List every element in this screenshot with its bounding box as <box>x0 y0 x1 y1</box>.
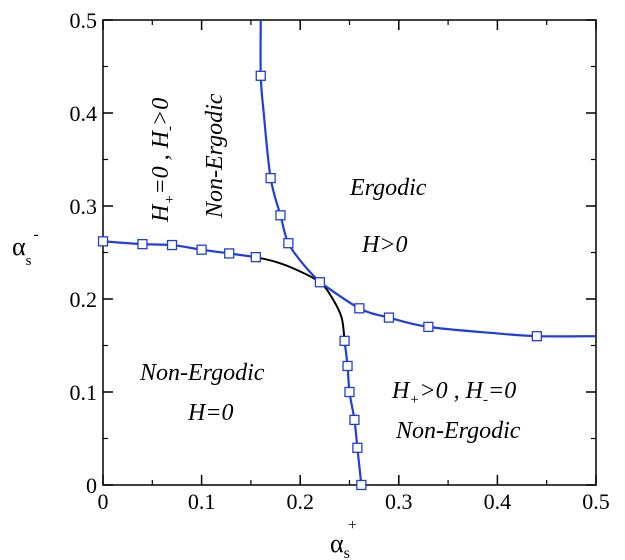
data-point <box>423 321 434 333</box>
data-point <box>344 386 355 398</box>
region-upper-left-state-text: Non-Ergodic <box>202 93 228 219</box>
data-point <box>531 331 542 342</box>
black-arc-line <box>255 256 346 341</box>
y-axis-title: αs- <box>12 226 39 269</box>
y-tick-label: 0.5 <box>70 8 98 33</box>
x-tick-label: 0 <box>98 489 109 514</box>
data-point <box>255 70 266 81</box>
data-point <box>283 238 294 249</box>
data-point <box>97 236 109 247</box>
region-lower-left-state: Non-Ergodic <box>139 360 265 386</box>
data-point <box>137 238 148 250</box>
x-axis-title: αs+ <box>330 517 357 560</box>
tick-labels: 0 0.1 0.2 0.3 0.4 0.5 0 0.1 0.2 0.3 0.4 0.5 <box>70 8 610 514</box>
data-point <box>166 239 178 251</box>
data-point <box>352 442 363 453</box>
x-tick-label: 0.5 <box>582 489 610 514</box>
axis-ticks <box>102 19 597 486</box>
markers <box>97 70 542 491</box>
data-point <box>383 312 395 323</box>
data-point <box>339 335 350 347</box>
x-tick-label: 0.2 <box>286 489 314 514</box>
data-point <box>275 210 286 221</box>
y-tick-label: 0.1 <box>70 380 98 405</box>
region-upper-left: H+=0 , H->0 <box>148 98 178 223</box>
x-tick-label: 0.3 <box>385 489 413 514</box>
region-lower-right-state: Non-Ergodic <box>395 418 521 444</box>
x-tick-label: 0.4 <box>484 489 512 514</box>
data-point <box>250 251 261 263</box>
data-point <box>356 479 367 491</box>
region-upper-left-state: Non-Ergodic <box>202 93 228 219</box>
y-tick-label: 0.2 <box>70 287 98 312</box>
data-point <box>342 360 353 372</box>
region-ergodic-condition: H>0 <box>361 232 408 258</box>
y-tick-label: 0 <box>86 473 97 498</box>
data-point <box>265 172 276 184</box>
region-ergodic-title: Ergodic <box>349 175 427 201</box>
y-tick-label: 0.3 <box>70 194 98 219</box>
region-upper-left-condition: H+=0 , H->0 <box>148 98 178 223</box>
data-point <box>224 248 235 259</box>
region-lower-left-condition: H=0 <box>187 400 234 426</box>
x-tick-label: 0.1 <box>188 489 216 514</box>
data-point <box>314 277 326 288</box>
data-point <box>349 414 360 426</box>
data-point <box>354 303 365 314</box>
y-tick-label: 0.4 <box>70 101 98 126</box>
data-point <box>196 244 207 255</box>
region-lower-right-condition: H+>0 , H-=0 <box>391 378 516 408</box>
